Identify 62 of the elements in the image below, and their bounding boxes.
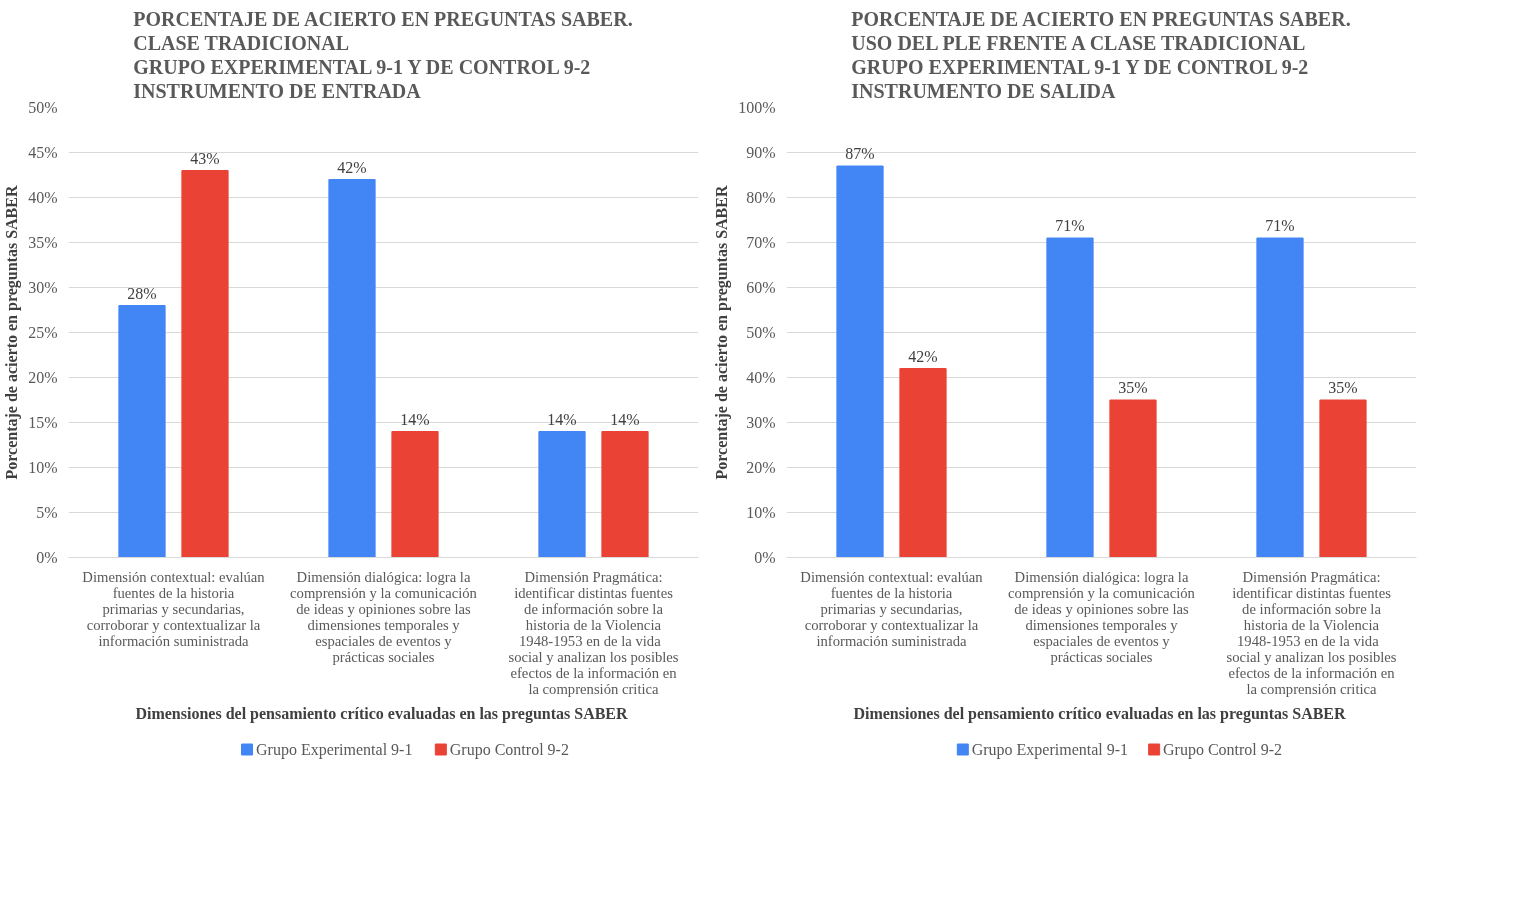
y-tick-label: 100% xyxy=(738,99,776,116)
y-tick-label: 40% xyxy=(28,189,58,206)
bar xyxy=(391,431,439,558)
y-tick-label: 25% xyxy=(28,324,58,341)
chart-title: PORCENTAJE DE ACIERTO EN PREGUNTAS SABER. CLASE TRADICIONAL GRUPO EXPERIMENTAL 9-1 Y DE CONTROL 9-2 INSTRUMENTO DE ENTRADA xyxy=(133,7,633,103)
data-label: 35% xyxy=(1328,379,1358,396)
y-tick-label: 80% xyxy=(746,189,776,206)
bar xyxy=(836,165,884,558)
y-tick-label: 5% xyxy=(36,504,58,521)
y-axis-title: Porcentaje de acierto en preguntas SABER xyxy=(713,185,732,480)
y-tick-label: 50% xyxy=(746,324,776,341)
y-tick-label: 50% xyxy=(28,99,58,116)
y-tick-label: 10% xyxy=(746,504,776,521)
y-tick-label: 30% xyxy=(28,279,58,296)
legend-label: Grupo Experimental 9-1 xyxy=(971,741,1129,759)
data-label: 71% xyxy=(1055,217,1085,234)
bar xyxy=(181,170,229,558)
data-label: 42% xyxy=(908,347,938,365)
y-tick-label: 20% xyxy=(28,369,58,386)
x-axis-title: Dimensiones del pensamiento crítico evaluadas en las preguntas SABER xyxy=(135,704,629,723)
legend-label: Grupo Control 9-2 xyxy=(1163,741,1283,759)
bar xyxy=(1109,399,1157,558)
y-tick-label: 10% xyxy=(28,459,58,476)
data-label: 43% xyxy=(190,149,220,167)
data-label: 42% xyxy=(337,158,367,176)
bar xyxy=(538,431,586,558)
data-label: 71% xyxy=(1265,217,1295,234)
x-tick-label: Dimensión contextual: evalúan fuentes de la historia primarias y secundarias, corroborar y contextualizar la información suministrada xyxy=(800,568,984,649)
x-tick-label: Dimensión Pragmática: identificar distintas fuentes de información sobre la historia de la Violencia 1948-1953 en de la vida social y analizan los posibles efectos de la información en la comprensión critica xyxy=(508,568,679,697)
y-tick-label: 45% xyxy=(28,144,58,161)
y-tick-label: 15% xyxy=(28,414,58,431)
x-tick-label: Dimensión Pragmática: identificar distintas fuentes de información sobre la historia de la Violencia 1948-1953 en de la vida social y analizan los posibles efectos de la información en la comprensión critica xyxy=(1226,568,1397,697)
x-tick-label: Dimensión dialógica: logra la comprensión y la comunicación de ideas y opiniones sobre las dimensiones temporales y espaciales de eventos y prácticas sociales xyxy=(290,568,478,665)
legend-label: Grupo Experimental 9-1 xyxy=(256,741,413,759)
data-label: 28% xyxy=(127,284,157,302)
data-label: 87% xyxy=(845,145,875,162)
chart-title: PORCENTAJE DE ACIERTO EN PREGUNTAS SABER. USO DEL PLE FRENTE A CLASE TRADICIONAL GRUPO EXPERIMENTAL 9-1 Y DE CONTROL 9-2 INSTRUMENTO DE SALIDA xyxy=(851,7,1351,103)
bar xyxy=(601,431,649,558)
bar xyxy=(1319,399,1367,558)
y-tick-label: 60% xyxy=(746,279,776,296)
y-tick-label: 30% xyxy=(746,414,776,431)
y-tick-label: 70% xyxy=(746,234,776,251)
x-axis-title: Dimensiones del pensamiento crítico evaluadas en las preguntas SABER xyxy=(853,704,1347,723)
y-tick-label: 90% xyxy=(746,144,776,161)
data-label: 14% xyxy=(547,410,577,428)
y-tick-label: 0% xyxy=(754,549,776,566)
x-tick-label: Dimensión dialógica: logra la comprensión y la comunicación de ideas y opiniones sobre las dimensiones temporales y espaciales de eventos y prácticas sociales xyxy=(1008,568,1196,665)
y-tick-label: 35% xyxy=(28,234,58,251)
data-label: 14% xyxy=(400,410,430,428)
bar xyxy=(1256,237,1304,558)
x-tick-label: Dimensión contextual: evalúan fuentes de la historia primarias y secundarias, corroborar y contextualizar la información suministrada xyxy=(82,568,266,649)
data-label: 35% xyxy=(1118,379,1148,396)
legend-label: Grupo Control 9-2 xyxy=(449,741,569,759)
y-axis-title: Porcentaje de acierto en preguntas SABER xyxy=(3,185,22,480)
y-tick-label: 20% xyxy=(746,459,776,476)
y-tick-label: 0% xyxy=(36,549,58,566)
bar xyxy=(1046,237,1094,558)
data-label: 14% xyxy=(610,410,640,428)
bar xyxy=(118,305,166,558)
bar xyxy=(899,368,947,558)
bar xyxy=(328,179,376,558)
y-tick-label: 40% xyxy=(746,369,776,386)
